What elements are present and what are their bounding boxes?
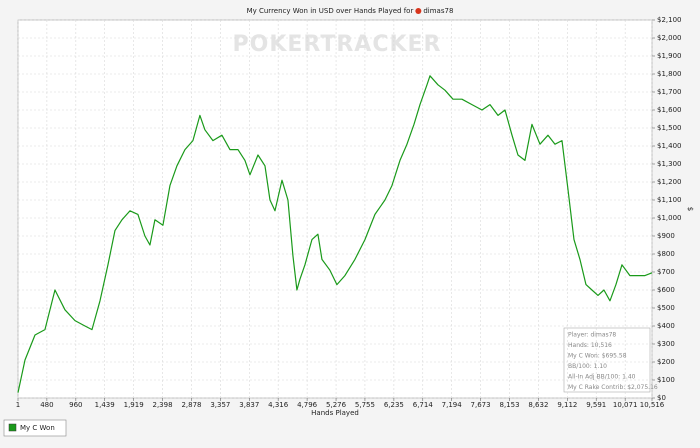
x-tick-label: 5,755	[355, 401, 375, 409]
x-tick-label: 480	[40, 401, 53, 409]
info-line: BB/100: 1.10	[568, 363, 607, 370]
y-tick-label: $1,100	[657, 196, 682, 204]
x-tick-label: 5,276	[326, 401, 347, 409]
x-tick-label: 7,194	[442, 401, 463, 409]
x-tick-label: 960	[69, 401, 82, 409]
x-tick-label: 4,796	[297, 401, 318, 409]
y-tick-label: $1,300	[657, 160, 682, 168]
y-axis-label: $	[686, 207, 694, 211]
x-tick-label: 10,071	[613, 401, 638, 409]
x-tick-label: 2,878	[181, 401, 201, 409]
x-tick-label: 8,153	[499, 401, 519, 409]
x-tick-label: 10,516	[640, 401, 665, 409]
legend	[3, 419, 67, 437]
x-tick-label: 2,398	[153, 401, 173, 409]
y-tick-label: $700	[657, 268, 675, 276]
y-tick-label: $200	[657, 358, 675, 366]
y-tick-label: $1,900	[657, 52, 682, 60]
y-tick-label: $1,000	[657, 214, 682, 222]
y-tick-label: $1,800	[657, 70, 682, 78]
info-line: All-In Adj BB/100: 1.40	[568, 374, 636, 381]
x-tick-label: 3,357	[210, 401, 230, 409]
x-tick-label: 1,919	[124, 401, 144, 409]
y-tick-label: $2,000	[657, 34, 682, 42]
line	[17, 75, 653, 393]
y-tick-label: $600	[657, 286, 675, 294]
x-tick-label: 1	[16, 401, 20, 409]
y-tick-label: $1,600	[657, 106, 682, 114]
y-tick-label: $300	[657, 340, 675, 348]
y-tick-label: $100	[657, 376, 675, 384]
y-tick-label: $1,200	[657, 178, 682, 186]
info-line: Hands: 10,516	[568, 342, 612, 349]
legend-label[interactable]: My C Won	[20, 424, 55, 432]
chart-title-player: dimas78	[423, 7, 453, 15]
x-tick-label: 8,632	[528, 401, 548, 409]
x-tick-label: 1,439	[95, 401, 115, 409]
info-line: Player: dimas78	[568, 332, 616, 339]
y-tick-label: $1,500	[657, 124, 682, 132]
x-tick-label: 9,591	[586, 401, 606, 409]
y-tick-label: $500	[657, 304, 675, 312]
y-tick-label: $1,700	[657, 88, 682, 96]
x-tick-label: 4,316	[268, 401, 289, 409]
x-tick-label: 6,235	[384, 401, 404, 409]
y-tick-label: $400	[657, 322, 675, 330]
watermark: POKERTRACKER	[233, 32, 442, 57]
player-icon	[415, 8, 422, 14]
chart-title: My Currency Won in USD over Hands Played…	[247, 7, 414, 15]
x-tick-label: 7,673	[471, 401, 491, 409]
x-tick-label: 3,837	[239, 401, 259, 409]
legend-swatch	[8, 423, 17, 432]
x-tick-label: 9,112	[557, 401, 577, 409]
y-tick-label: $900	[657, 232, 675, 240]
x-tick-label: 6,714	[413, 401, 434, 409]
x-axis-label: Hands Played	[311, 409, 359, 417]
y-tick-label: $800	[657, 250, 675, 258]
plot-area	[17, 19, 653, 399]
y-tick-label: $2,100	[657, 16, 682, 24]
info-box	[563, 327, 651, 393]
y-tick-label: $1,400	[657, 142, 682, 150]
info-line: My C Won: $695.58	[568, 353, 627, 360]
y-tick-label: $0	[657, 394, 666, 402]
info-line: My C Rake Contrib: $2,075.16	[568, 384, 658, 391]
